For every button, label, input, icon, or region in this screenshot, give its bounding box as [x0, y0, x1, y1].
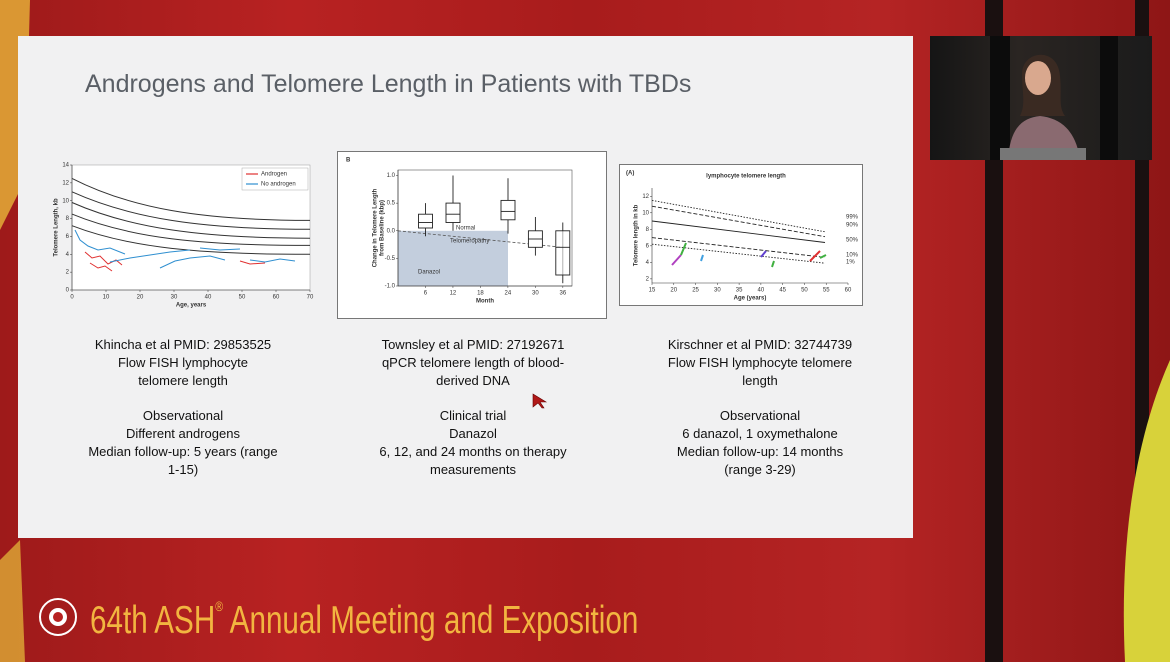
annotation: 10%: [846, 253, 859, 259]
method: Flow FISH lymphocyte telomere length: [667, 355, 853, 388]
design: Observational: [142, 408, 224, 423]
meeting-name: Annual Meeting and Exposition: [229, 599, 639, 642]
figure: 0 2 4 6 8 10 12 14 0 10 20 30 40 50 60 70 Age, years Telo…: [54, 163, 314, 309]
annotation: 50%: [846, 238, 859, 244]
y-axis-label: from Baseline (kbp): [380, 200, 386, 256]
detail: Median follow-up: 14 months (range 3-29): [676, 444, 844, 477]
method: Flow FISH lymphocyte telomere length: [117, 355, 249, 388]
y-tick-label: -0.5: [385, 256, 396, 262]
annotation: 90%: [846, 223, 859, 229]
x-tick-label: 60: [845, 288, 852, 294]
y-tick-label: 4: [646, 260, 650, 266]
y-tick-label: 1.0: [387, 173, 396, 179]
x-tick-label: 40: [205, 295, 212, 301]
x-tick-label: 30: [714, 288, 721, 294]
slide: Androgens and Telomere Length in Patient…: [18, 36, 913, 538]
x-tick-label: 70: [307, 295, 314, 301]
x-axis-label: Age (years): [734, 296, 767, 302]
y-axis-label: Telomere length in kb: [634, 204, 640, 266]
slide-title: Androgens and Telomere Length in Patient…: [85, 70, 692, 98]
society-logo: [39, 598, 77, 636]
study: Khincha et al PMID: 29853525 Flow FISH l…: [75, 336, 291, 479]
x-tick-label: 50: [239, 295, 246, 301]
x-tick-label: 6: [424, 291, 428, 297]
x-tick-label: 36: [559, 291, 566, 297]
meeting: 64th ASH: [90, 599, 216, 642]
y-tick-label: 12: [642, 194, 649, 200]
y-tick-label: 0.0: [387, 228, 396, 234]
detail: Danazol: [449, 426, 497, 441]
x-tick-label: 10: [103, 295, 110, 301]
annotation: Telomeropathy: [450, 239, 489, 245]
x-tick-label: 45: [779, 288, 786, 294]
y-tick-label: 6: [646, 243, 650, 249]
x-tick-label: 0: [70, 295, 74, 301]
figure: (A) lymphocyte telomere length 99% 90% 5…: [619, 164, 863, 306]
x-tick-label: 50: [801, 288, 808, 294]
trademark: ®: [215, 598, 224, 614]
figure: B Normal Telomeropathy Danazol -1.0 -0.5 0…: [337, 151, 607, 319]
y-tick-label: -1.0: [385, 284, 396, 290]
y-axis-label: Change in Telomere Length: [373, 188, 379, 267]
footer: 64th ASH® Annual Meeting and Exposition: [90, 598, 638, 643]
annotation: Danazol: [418, 270, 440, 276]
y-axis-label: Telomere Length, kb: [54, 198, 60, 257]
x-tick-label: 30: [532, 291, 539, 297]
speaker-video: [930, 36, 1152, 160]
detail: 6 danazol, 1 oxymethalone: [682, 426, 838, 441]
x-tick-label: 18: [477, 291, 484, 297]
y-tick-label: 10: [642, 210, 649, 216]
y-tick-label: 0.5: [387, 201, 396, 207]
y-tick-label: 12: [62, 180, 69, 186]
detail: Median follow-up: 5 years (range 1-15): [88, 444, 278, 477]
legend-label: Androgen: [261, 172, 287, 178]
y-tick-label: 6: [66, 234, 70, 240]
x-tick-label: 20: [670, 288, 677, 294]
x-tick-label: 25: [692, 288, 699, 294]
x-tick-label: 35: [736, 288, 743, 294]
x-tick-label: 60: [273, 295, 280, 301]
y-tick-label: 10: [62, 198, 69, 204]
x-tick-label: 24: [505, 291, 512, 297]
citation: Khincha et al PMID: 29853525: [94, 337, 272, 352]
design: Clinical trial: [439, 408, 507, 423]
panel-label: (A): [626, 171, 634, 177]
y-tick-label: 2: [66, 270, 70, 276]
method: qPCR telomere length of blood-derived DN…: [381, 355, 565, 388]
study: Kirschner et al PMID: 32744739 Flow FISH…: [652, 336, 868, 479]
x-tick-label: 55: [823, 288, 830, 294]
figure-title: lymphocyte telomere length: [706, 174, 786, 180]
background: [985, 0, 1003, 662]
y-tick-label: 4: [66, 252, 70, 258]
legend-label: No androgen: [261, 182, 296, 188]
annotation: 1%: [846, 260, 855, 266]
x-axis-label: Month: [476, 299, 494, 305]
speaker: [990, 36, 1118, 160]
annotation: 99%: [846, 215, 859, 221]
detail: Different androgens: [126, 426, 240, 441]
x-tick-label: 20: [137, 295, 144, 301]
panel-label: B: [346, 158, 351, 164]
y-tick-label: 2: [646, 276, 650, 282]
x-tick-label: 30: [171, 295, 178, 301]
detail: 6, 12, and 24 months on therapy measurem…: [379, 444, 567, 477]
citation: Townsley et al PMID: 27192671: [381, 337, 565, 352]
y-tick-label: 0: [66, 288, 70, 294]
annotation: Normal: [456, 226, 475, 232]
y-tick-label: 14: [62, 163, 69, 169]
x-tick-label: 40: [758, 288, 765, 294]
x-axis-label: Age, years: [176, 303, 207, 309]
citation: Kirschner et al PMID: 32744739: [667, 337, 853, 352]
x-tick-label: 12: [450, 291, 457, 297]
y-tick-label: 8: [646, 227, 650, 233]
x-tick-label: 15: [649, 288, 656, 294]
cursor: [532, 393, 548, 409]
study: Townsley et al PMID: 27192671 qPCR telom…: [365, 336, 581, 479]
design: Observational: [719, 408, 801, 423]
y-tick-label: 8: [66, 216, 70, 222]
